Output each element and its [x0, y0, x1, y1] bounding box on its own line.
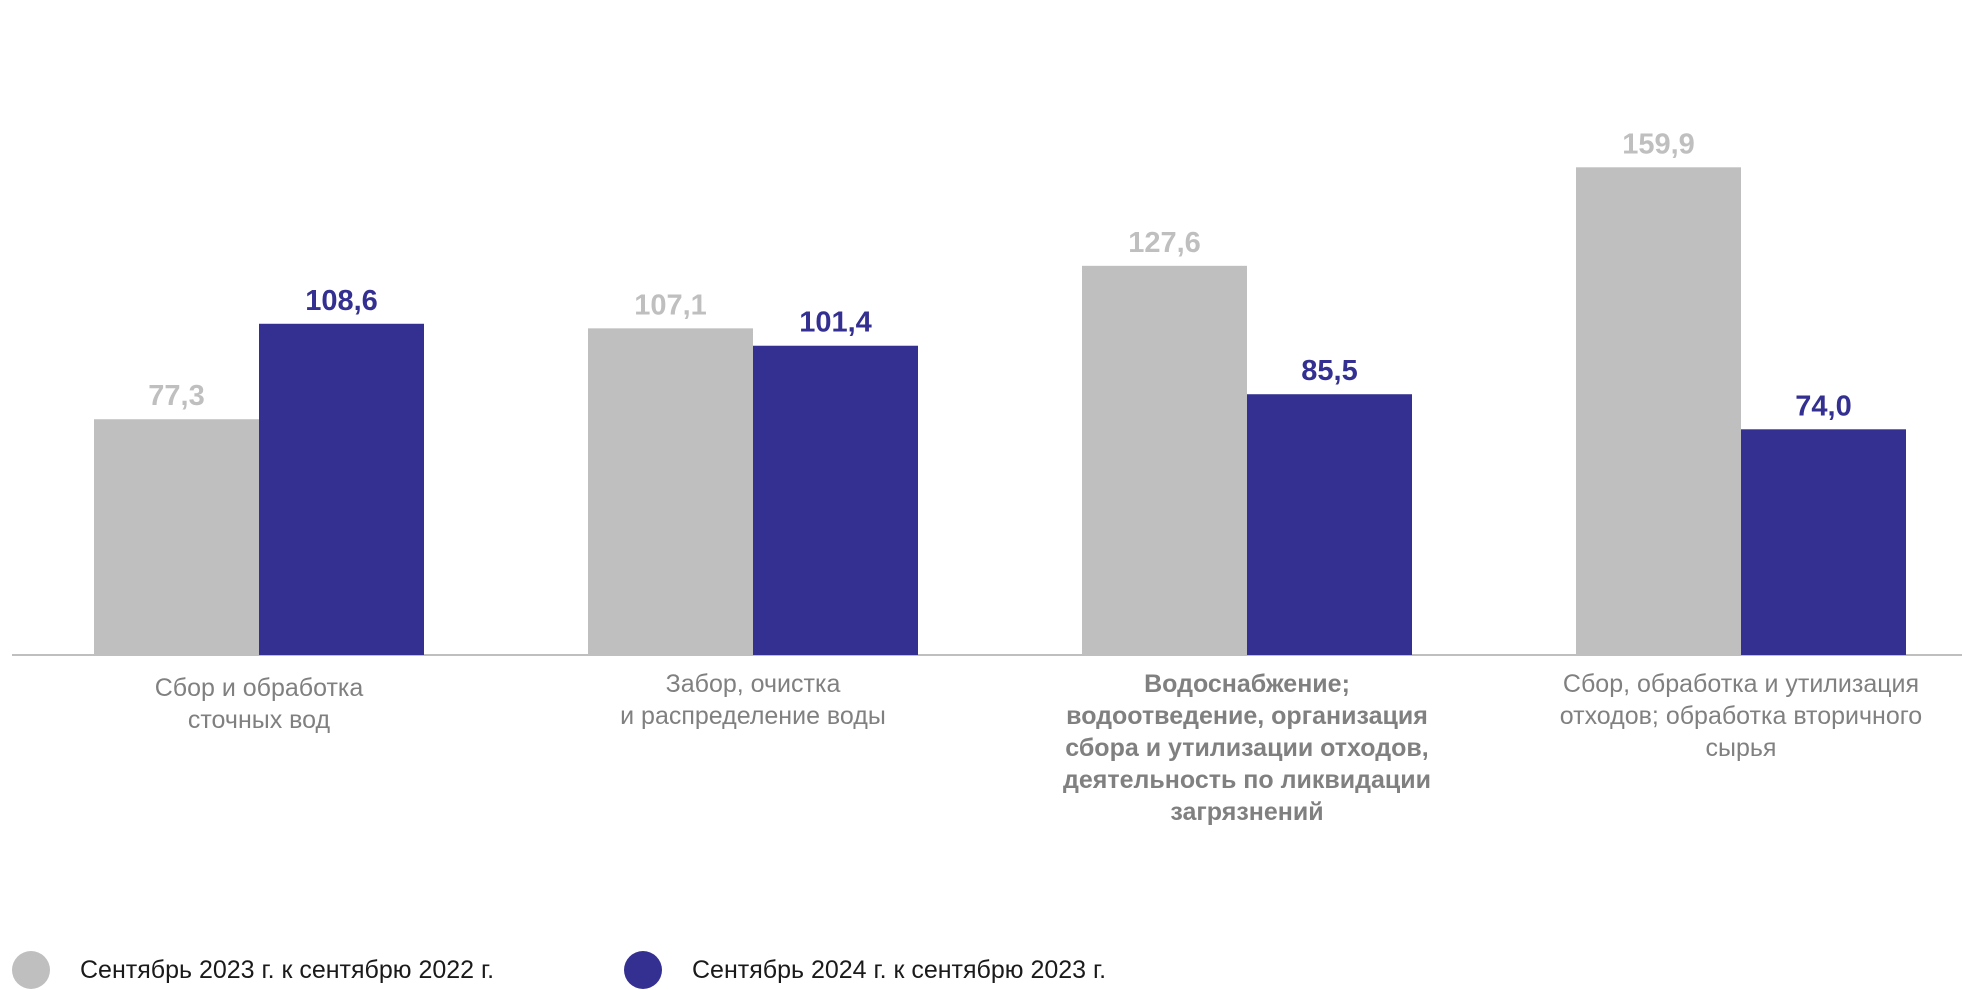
- data-label-series2-cat1: 108,6: [305, 285, 378, 317]
- bar-series2-cat1: [259, 324, 424, 655]
- bar-series1-cat2: [588, 328, 753, 655]
- category-label-4: Сбор, обработка и утилизация отходов; обр…: [1531, 668, 1951, 764]
- bar-series1-cat4: [1576, 167, 1741, 655]
- bar-series1-cat1: [94, 419, 259, 655]
- legend-marker-2024: [624, 951, 662, 989]
- bar-series2-cat3: [1247, 394, 1412, 655]
- legend-marker-2023: [12, 951, 50, 989]
- data-label-series1-cat1: 77,3: [148, 380, 204, 412]
- data-label-series2-cat2: 101,4: [799, 307, 872, 339]
- data-label-series1-cat3: 127,6: [1128, 227, 1201, 259]
- legend-label-2023: Сентябрь 2023 г. к сентябрю 2022 г.: [80, 956, 494, 985]
- category-label-3: Водоснабжение; водоотведение, организация…: [1037, 668, 1457, 828]
- legend-item-2024: Сентябрь 2024 г. к сентябрю 2023 г.: [624, 950, 1106, 990]
- bar-series2-cat2: [753, 346, 918, 655]
- data-label-series1-cat4: 159,9: [1622, 128, 1695, 160]
- legend-item-2023: Сентябрь 2023 г. к сентябрю 2022 г.: [12, 950, 494, 990]
- category-label-2: Забор, очистка и распределение воды: [543, 668, 963, 732]
- data-label-series2-cat4: 74,0: [1795, 390, 1851, 422]
- category-label-1: Сбор и обработка сточных вод: [49, 672, 469, 736]
- bar-series2-cat4: [1741, 429, 1906, 655]
- data-label-series1-cat2: 107,1: [634, 289, 707, 321]
- legend-label-2024: Сентябрь 2024 г. к сентябрю 2023 г.: [692, 956, 1106, 985]
- bar-series1-cat3: [1082, 266, 1247, 655]
- data-label-series2-cat3: 85,5: [1301, 355, 1357, 387]
